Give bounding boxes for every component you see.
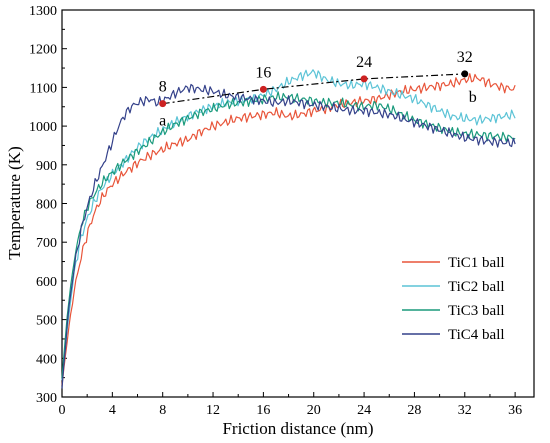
series-line-4 [61, 83, 516, 389]
x-tick-label: 4 [109, 403, 116, 418]
x-axis-label: Friction distance (nm) [222, 419, 373, 438]
annotation-dot [461, 70, 469, 78]
y-tick-label: 500 [36, 314, 57, 329]
y-tick-label: 700 [36, 236, 57, 251]
x-tick-label: 28 [407, 403, 421, 418]
x-tick-label: 12 [206, 403, 220, 418]
y-tick-label: 1100 [30, 81, 57, 96]
y-axis-ticks: 300 400 500 600 700 800 900 1000 1100 1200 1300 [29, 4, 67, 406]
annotation-dot [159, 100, 167, 108]
annotation-label: b [469, 89, 477, 106]
annotation-dot [360, 75, 368, 83]
x-tick-label: 36 [508, 403, 522, 418]
y-axis-label: Temperature (K) [5, 146, 24, 260]
x-tick-label: 0 [59, 403, 66, 418]
trend-line-layer [162, 73, 465, 105]
annotation-layer: 8 16 24 32 a b [159, 49, 477, 130]
annotation-label: a [159, 113, 166, 130]
y-tick-label: 1000 [29, 120, 57, 135]
annotation-label: 32 [457, 49, 473, 66]
x-tick-label: 32 [458, 403, 472, 418]
annotation-label: 8 [159, 79, 167, 96]
series-line-2 [61, 69, 516, 381]
trend-line [162, 73, 465, 105]
series-lines [61, 69, 516, 389]
y-tick-label: 300 [36, 391, 57, 406]
x-tick-label: 24 [357, 403, 371, 418]
x-tick-label: 8 [159, 403, 166, 418]
annotation-label: 24 [356, 54, 372, 71]
y-tick-label: 1200 [29, 43, 57, 58]
legend-label: TiC1 ball [448, 255, 505, 271]
x-axis-ticks: 0 4 8 12 16 20 24 28 32 36 [59, 392, 522, 418]
y-tick-label: 900 [36, 159, 57, 174]
annotation-label: 16 [255, 64, 271, 81]
y-tick-label: 800 [36, 198, 57, 213]
x-tick-label: 20 [307, 403, 321, 418]
legend-label: TiC2 ball [448, 279, 505, 295]
series-line-1 [61, 73, 516, 386]
x-tick-label: 16 [256, 403, 270, 418]
annotation-dot [259, 85, 267, 93]
legend-label: TiC3 ball [448, 303, 505, 319]
y-tick-label: 600 [36, 275, 57, 290]
y-tick-label: 400 [36, 352, 57, 367]
legend: TiC1 ball TiC2 ball TiC3 ball TiC4 ball [402, 255, 505, 343]
plot-area: 0 4 8 12 16 20 24 28 32 36 300 400 500 600 700 800 900 1… [29, 4, 535, 418]
legend-label: TiC4 ball [448, 327, 505, 343]
y-tick-label: 1300 [29, 4, 57, 19]
